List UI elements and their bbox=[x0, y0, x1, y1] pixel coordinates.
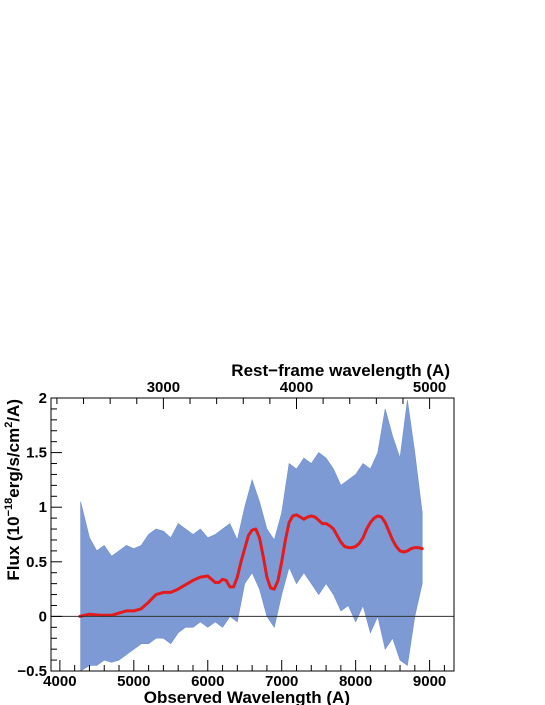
x-axis-label: Observed Wavelength (A) bbox=[144, 688, 350, 705]
x-tick-label: 8000 bbox=[339, 673, 372, 690]
y-tick-label: 1.5 bbox=[26, 445, 47, 462]
y-tick-label: 1 bbox=[39, 499, 47, 516]
y-tick-label: 0.5 bbox=[26, 554, 47, 571]
x2-tick-label: 3000 bbox=[147, 379, 180, 396]
axis-layer: 4000 5000 6000 7000 8000 9000 −0.5 0 0.5 1 1.5 2 300… bbox=[17, 379, 455, 690]
x2-tick-label: 5000 bbox=[413, 379, 446, 396]
x-tick-label: 4000 bbox=[43, 673, 76, 690]
x-tick-label: 5000 bbox=[117, 673, 150, 690]
y-axis-label: Flux (10−18erg/s/cm2/A) bbox=[3, 399, 23, 581]
y-tick-label: −0.5 bbox=[17, 663, 47, 680]
x-tick-label: 6000 bbox=[191, 673, 224, 690]
x-tick-label: 7000 bbox=[265, 673, 298, 690]
model-line-layer bbox=[78, 513, 424, 618]
y-tick-label: 0 bbox=[39, 608, 47, 625]
y-tick-label: 2 bbox=[39, 390, 47, 407]
x2-axis-label: Rest−frame wavelength (A) bbox=[231, 361, 450, 380]
spectrum-band-layer bbox=[80, 400, 423, 672]
model-line bbox=[78, 513, 424, 618]
spectrum-band bbox=[80, 400, 423, 672]
x2-tick-label: 4000 bbox=[280, 379, 313, 396]
x-tick-label: 9000 bbox=[413, 673, 446, 690]
